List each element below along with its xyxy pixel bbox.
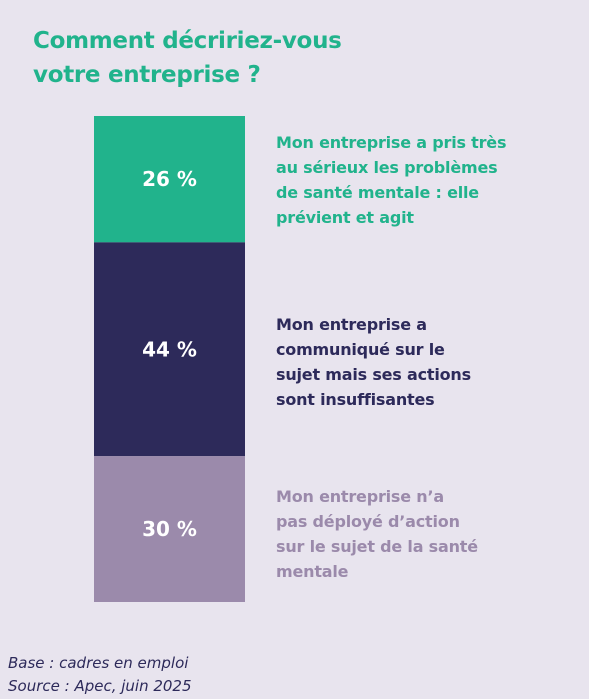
segment-1-description-line: au sérieux les problèmes xyxy=(276,158,498,177)
segment-2-description-line: sont insuffisantes xyxy=(276,390,435,409)
segment-3-description-line: mentale xyxy=(276,562,349,581)
segment-3-description: Mon entreprise n’a pas déployé d’action … xyxy=(276,484,566,584)
bar-segment-3 xyxy=(94,456,245,602)
bar-segment-1-value-label: 26 % xyxy=(142,167,197,191)
bar-segment-3-value-label: 30 % xyxy=(142,517,197,541)
segment-3-description-line: sur le sujet de la santé xyxy=(276,537,478,556)
segment-1-description: Mon entreprise a pris très au sérieux le… xyxy=(276,130,566,230)
bar-segment-1 xyxy=(94,116,245,243)
segment-2-description: Mon entreprise a communiqué sur le sujet… xyxy=(276,312,566,412)
segment-2-description-line: sujet mais ses actions xyxy=(276,365,471,384)
bar-segment-2 xyxy=(94,242,245,457)
segment-1-description-line: Mon entreprise a pris très xyxy=(276,133,507,152)
segment-2-description-line: communiqué sur le xyxy=(276,340,445,359)
footnote-base: Base : cadres en emploi xyxy=(8,654,189,672)
footnote: Base : cadres en emploi Source : Apec, j… xyxy=(8,652,192,698)
chart-title: Comment décririez-vous votre entreprise … xyxy=(33,24,453,92)
footnote-source: Source : Apec, juin 2025 xyxy=(8,677,192,695)
segment-1-description-line: de santé mentale : elle xyxy=(276,183,479,202)
bar-segment-2-value-label: 44 % xyxy=(142,337,197,361)
segment-1-description-line: prévient et agit xyxy=(276,208,414,227)
chart-title-line-2: votre entreprise ? xyxy=(33,62,261,88)
chart-title-line-1: Comment décririez-vous xyxy=(33,28,342,54)
segment-3-description-line: Mon entreprise n’a xyxy=(276,487,444,506)
segment-2-description-line: Mon entreprise a xyxy=(276,315,427,334)
segment-3-description-line: pas déployé d’action xyxy=(276,512,460,531)
